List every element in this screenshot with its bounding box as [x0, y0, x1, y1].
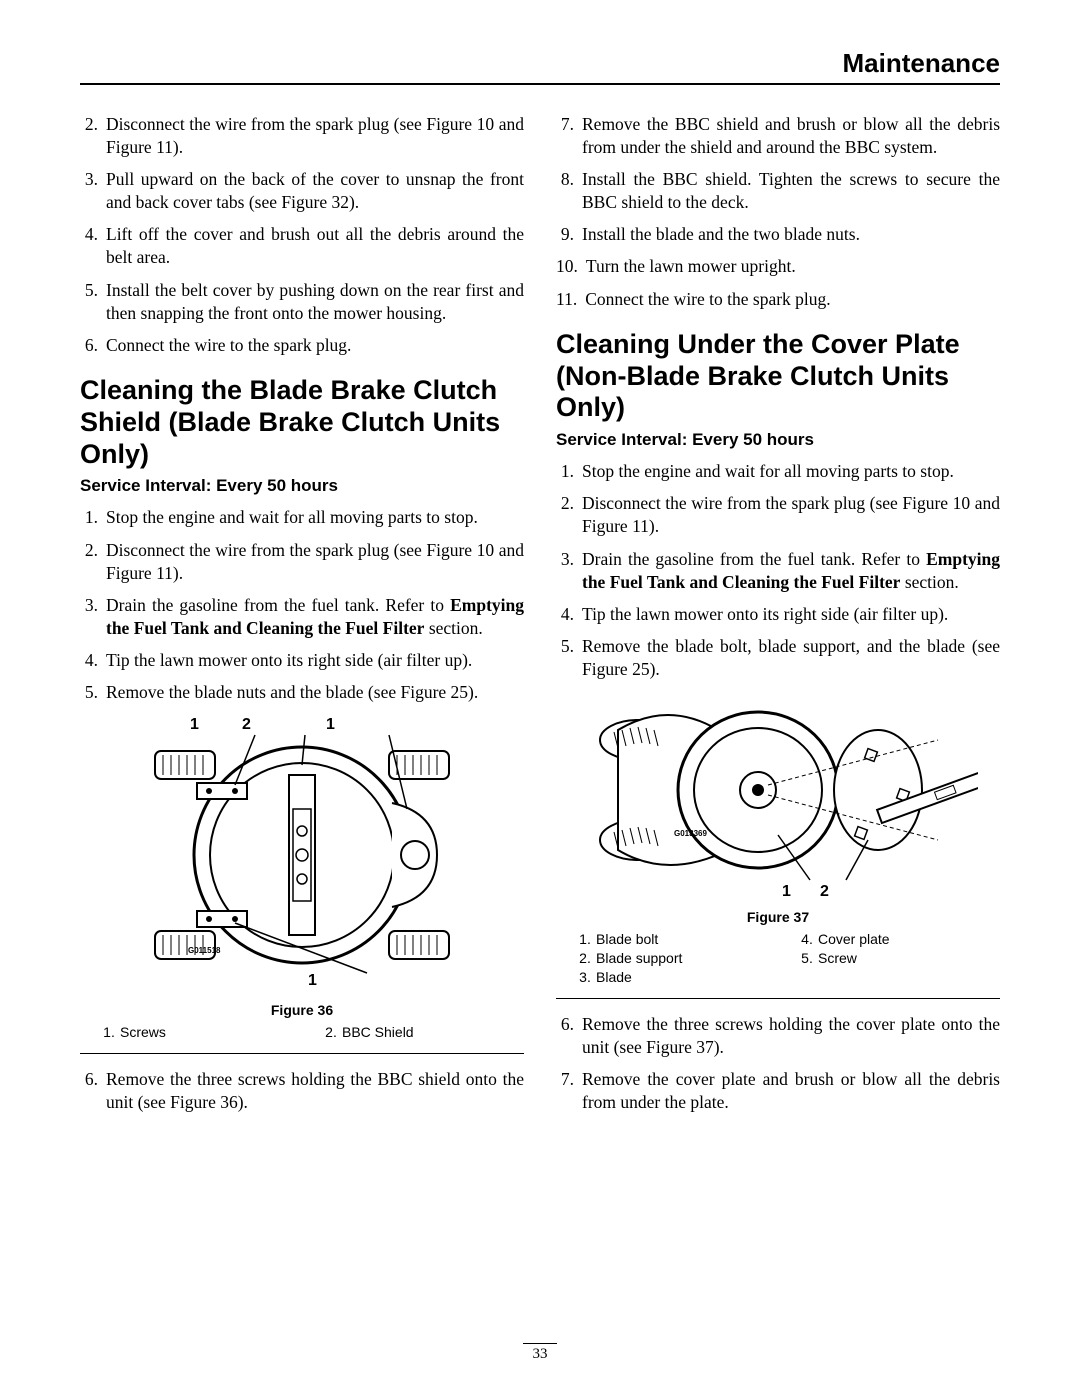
figure-36: 1 2 1 1 G011518 Figure 36 1.Screws 2.BBC… [80, 713, 524, 1054]
left-steps-a: 1.Stop the engine and wait for all movin… [80, 506, 524, 704]
right-heading: Cleaning Under the Cover Plate (Non-Blad… [556, 329, 1000, 425]
g-number: G011518 [188, 946, 220, 955]
left-steps-b: 6.Remove the three screws holding the BB… [80, 1068, 524, 1114]
legend-item: 1.Screws [98, 1024, 302, 1040]
step: 2.Disconnect the wire from the spark plu… [556, 492, 1000, 538]
step: 4.Tip the lawn mower onto its right side… [556, 603, 1000, 626]
step: 6.Remove the three screws holding the BB… [80, 1068, 524, 1114]
callout-1: 1 [782, 883, 791, 901]
step: 5.Install the belt cover by pushing down… [80, 279, 524, 325]
legend-item: 3.Blade [574, 969, 778, 985]
figure-36-legend: 1.Screws 2.BBC Shield [80, 1024, 524, 1043]
callout-1: 1 [190, 716, 199, 734]
step: 7.Remove the BBC shield and brush or blo… [556, 113, 1000, 159]
figure-37-diagram: 1 2 G013369 [556, 690, 1000, 905]
left-heading: Cleaning the Blade Brake Clutch Shield (… [80, 375, 524, 471]
step: 6.Connect the wire to the spark plug. [80, 334, 524, 357]
step: 4.Tip the lawn mower onto its right side… [80, 649, 524, 672]
step: 10.Turn the lawn mower upright. [556, 255, 1000, 278]
figure-37: 1 2 G013369 Figure 37 1.Blade bolt 2.Bla… [556, 690, 1000, 999]
page-number: 33 [0, 1343, 1080, 1363]
figure-37-caption: Figure 37 [556, 909, 1000, 925]
left-column: 2.Disconnect the wire from the spark plu… [80, 113, 524, 1123]
legend-item: 2.BBC Shield [320, 1024, 524, 1040]
step: 5.Remove the blade bolt, blade support, … [556, 635, 1000, 681]
left-top-steps: 2.Disconnect the wire from the spark plu… [80, 113, 524, 357]
step: 8.Install the BBC shield. Tighten the sc… [556, 168, 1000, 214]
step: 6.Remove the three screws holding the co… [556, 1013, 1000, 1059]
callout-2: 2 [820, 883, 829, 901]
right-top-steps: 7.Remove the BBC shield and brush or blo… [556, 113, 1000, 311]
right-steps-b: 6.Remove the three screws holding the co… [556, 1013, 1000, 1114]
callout-1c: 1 [308, 972, 317, 990]
step: 11.Connect the wire to the spark plug. [556, 288, 1000, 311]
step: 3.Pull upward on the back of the cover t… [80, 168, 524, 214]
step: 4.Lift off the cover and brush out all t… [80, 223, 524, 269]
figure-36-caption: Figure 36 [80, 1002, 524, 1018]
step: 2.Disconnect the wire from the spark plu… [80, 113, 524, 159]
step: 1.Stop the engine and wait for all movin… [80, 506, 524, 529]
step: 5.Remove the blade nuts and the blade (s… [80, 681, 524, 704]
page-number-text: 33 [533, 1346, 548, 1362]
callout-2: 2 [242, 716, 251, 734]
content-columns: 2.Disconnect the wire from the spark plu… [80, 113, 1000, 1123]
header-title: Maintenance [80, 48, 1000, 79]
step: 7.Remove the cover plate and brush or bl… [556, 1068, 1000, 1114]
step: 9.Install the blade and the two blade nu… [556, 223, 1000, 246]
step: 2.Disconnect the wire from the spark plu… [80, 539, 524, 585]
right-subheading: Service Interval: Every 50 hours [556, 430, 1000, 450]
header-rule: Maintenance [80, 48, 1000, 85]
step: 3.Drain the gasoline from the fuel tank.… [80, 594, 524, 640]
legend-item: 2.Blade support [574, 950, 778, 966]
step: 1.Stop the engine and wait for all movin… [556, 460, 1000, 483]
legend-item: 5.Screw [796, 950, 1000, 966]
legend-item: 4.Cover plate [796, 931, 1000, 947]
step: 3.Drain the gasoline from the fuel tank.… [556, 548, 1000, 594]
figure-36-diagram: 1 2 1 1 G011518 [80, 713, 524, 998]
page-number-rule [523, 1343, 557, 1344]
figure-rule [556, 998, 1000, 999]
g-number: G013369 [674, 829, 707, 838]
left-subheading: Service Interval: Every 50 hours [80, 476, 524, 496]
right-steps-a: 1.Stop the engine and wait for all movin… [556, 460, 1000, 681]
callout-1b: 1 [326, 716, 335, 734]
legend-item: 1.Blade bolt [574, 931, 778, 947]
right-column: 7.Remove the BBC shield and brush or blo… [556, 113, 1000, 1123]
figure-rule [80, 1053, 524, 1054]
figure-37-legend: 1.Blade bolt 2.Blade support 3.Blade 4.C… [556, 931, 1000, 988]
